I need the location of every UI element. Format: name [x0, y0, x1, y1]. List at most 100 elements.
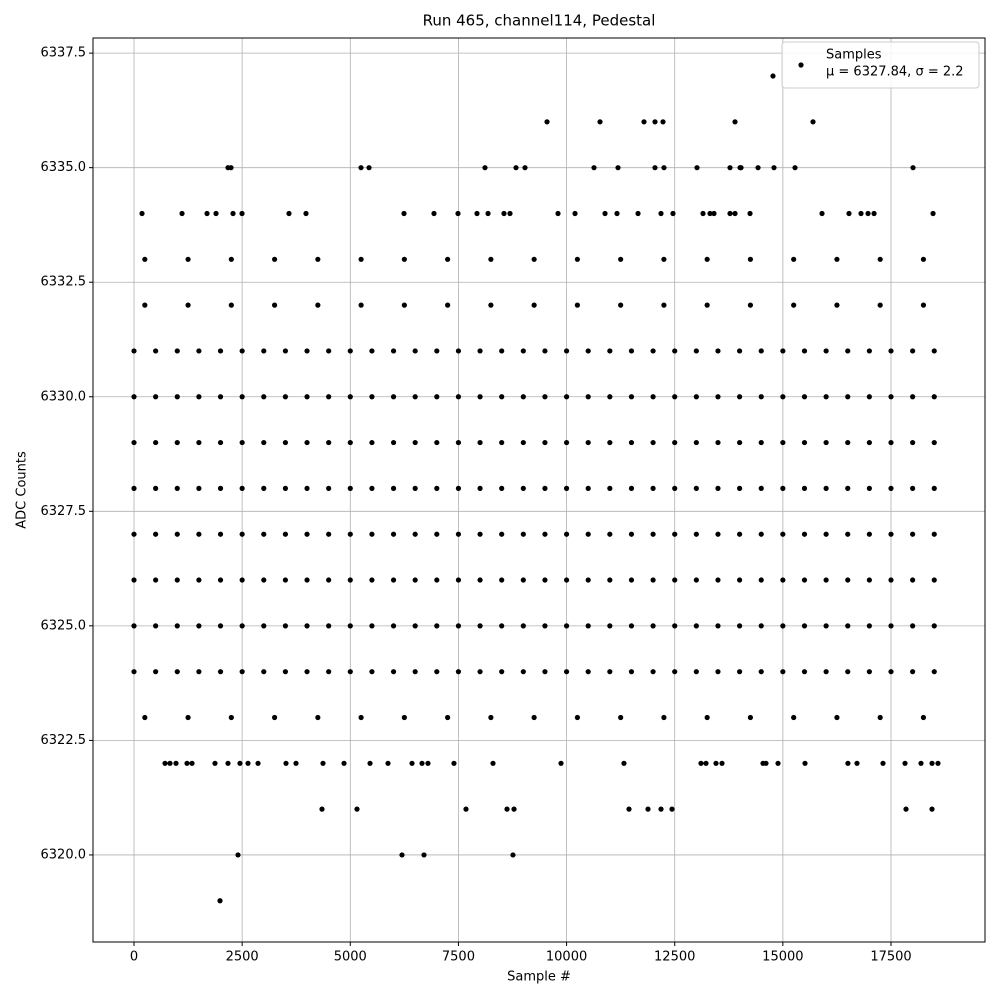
point — [931, 394, 937, 400]
point — [369, 394, 375, 400]
x-tick-label: 15000 — [762, 950, 803, 965]
point — [477, 439, 483, 446]
point — [531, 302, 537, 308]
point — [574, 302, 580, 308]
point — [780, 531, 786, 537]
x-tick-label: 2500 — [226, 950, 259, 965]
point — [153, 439, 159, 446]
point — [282, 577, 289, 583]
point — [737, 485, 743, 491]
point — [585, 623, 591, 629]
point — [607, 577, 613, 583]
point — [791, 302, 797, 308]
point — [369, 623, 375, 629]
point — [153, 394, 159, 400]
point — [153, 577, 159, 583]
point — [845, 760, 851, 766]
point — [282, 623, 289, 629]
x-tick-label: 0 — [130, 950, 138, 965]
point — [628, 669, 635, 675]
point — [196, 439, 202, 446]
point — [607, 439, 613, 446]
point — [635, 210, 641, 217]
point — [920, 256, 927, 262]
point — [217, 669, 224, 675]
scatter-points — [131, 73, 941, 904]
point — [758, 669, 764, 675]
point — [455, 669, 462, 675]
point — [931, 439, 937, 446]
point — [628, 439, 635, 446]
point — [621, 760, 627, 766]
point — [877, 256, 883, 262]
point — [162, 760, 168, 766]
point — [574, 256, 580, 262]
point — [271, 256, 278, 262]
point — [196, 669, 202, 675]
point — [217, 531, 224, 537]
point — [204, 210, 210, 217]
point — [607, 531, 613, 537]
point — [737, 439, 743, 446]
point — [607, 485, 613, 491]
legend-box — [781, 41, 980, 89]
point — [174, 669, 180, 675]
point — [920, 714, 927, 721]
point — [597, 119, 603, 125]
point — [282, 531, 289, 537]
point — [499, 394, 505, 400]
point — [834, 302, 840, 308]
point — [585, 439, 591, 446]
point — [888, 485, 894, 491]
point — [522, 165, 528, 171]
point — [283, 760, 289, 766]
point — [434, 669, 440, 675]
point — [845, 577, 851, 583]
y-tick-label: 6332.5 — [41, 275, 87, 290]
point — [910, 348, 916, 354]
point — [261, 531, 267, 537]
point — [326, 577, 332, 583]
x-tick-label: 5000 — [334, 950, 367, 965]
point — [217, 623, 224, 629]
point — [401, 210, 407, 217]
point — [282, 439, 289, 446]
point — [179, 210, 185, 217]
point — [780, 485, 786, 491]
point — [421, 852, 427, 858]
point — [727, 165, 733, 171]
point — [499, 348, 505, 354]
point — [607, 669, 613, 675]
point — [650, 531, 656, 537]
point — [585, 394, 591, 400]
point — [477, 394, 483, 400]
point — [931, 531, 937, 537]
point — [455, 577, 462, 583]
point — [563, 577, 570, 583]
point — [531, 256, 537, 262]
point — [271, 302, 278, 308]
point — [737, 531, 743, 537]
point — [390, 439, 397, 446]
point — [510, 852, 516, 858]
point — [650, 394, 656, 400]
point — [661, 256, 667, 262]
point — [628, 531, 635, 537]
point — [315, 714, 321, 721]
point — [511, 806, 517, 812]
point — [542, 394, 548, 400]
point — [732, 119, 738, 125]
point — [282, 485, 289, 491]
point — [366, 165, 372, 171]
point — [866, 394, 872, 400]
point — [563, 531, 570, 537]
point — [823, 348, 829, 354]
point — [239, 669, 245, 675]
point — [131, 394, 137, 400]
point — [770, 73, 776, 79]
point — [801, 485, 808, 491]
point — [650, 669, 656, 675]
point — [823, 531, 829, 537]
